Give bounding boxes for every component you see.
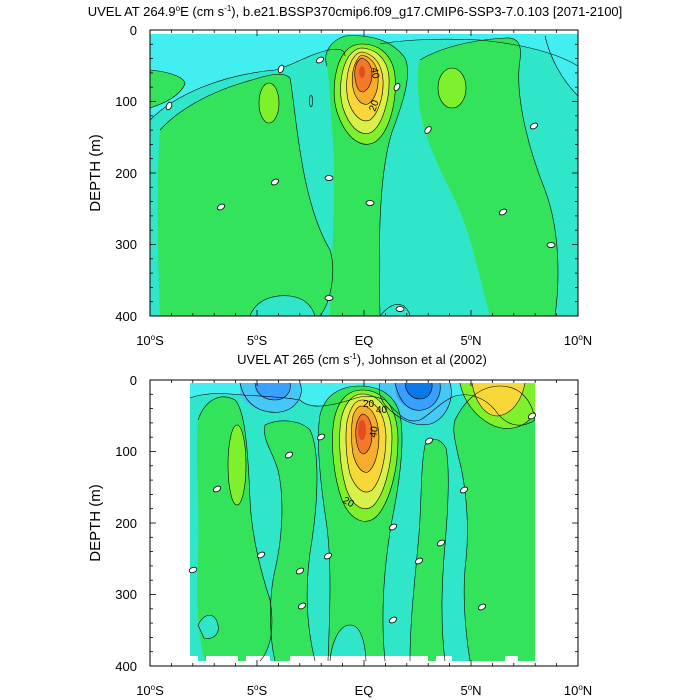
panel-2-green-far-east — [453, 386, 535, 661]
panel-2-green-east — [410, 439, 449, 661]
panel-1: UVEL AT 264.9oE (cm s-1), b.e21.BSSP370c… — [87, 4, 622, 348]
panel-1-lightgreen-blob-east — [438, 68, 466, 108]
panel-1-title: UVEL AT 264.9oE (cm s-1), b.e21.BSSP370c… — [88, 4, 623, 19]
panel-2-contour-label-group: 20 40 40 20 — [341, 399, 388, 510]
panel-1-x-tick-labels: 10oS 5oS EQ 5oN 10oN — [136, 333, 592, 348]
panel-2-y-tick-100: 100 — [115, 444, 137, 459]
panel-2-zero-markers — [188, 412, 537, 624]
panel-2: UVEL AT 265 (cm s-1), Johnson et al (200… — [87, 352, 592, 698]
panel-2-contour-label-20-low: 20 — [341, 495, 357, 510]
panel-2-y-tick-200: 200 — [115, 516, 137, 531]
panel-2-green-center-west — [264, 420, 317, 661]
panel-1-x-tick-5s: 5oS — [247, 333, 268, 348]
panel-1-y-tick-200: 200 — [115, 166, 137, 181]
panel-1-contour-label-40: 40 — [368, 67, 381, 80]
panel-1-x-tick-10s: 10oS — [136, 333, 164, 348]
panel-2-deep-cyan-core — [330, 625, 366, 661]
panel-2-title: UVEL AT 265 (cm s-1), Johnson et al (200… — [237, 352, 487, 367]
panel-1-x-tick-10n: 10oN — [564, 333, 592, 348]
panel-1-y-tick-0: 0 — [130, 23, 137, 38]
panel-2-contour-label-20-top: 20 — [363, 399, 375, 410]
panel-2-core-60 — [358, 420, 366, 440]
panel-1-green-west — [150, 70, 185, 108]
panel-2-y-tick-0: 0 — [130, 373, 137, 388]
panel-2-axis-ticks — [149, 379, 579, 667]
panel-2-yellow-far-east — [472, 383, 525, 416]
panel-1-y-tick-400: 400 — [115, 309, 137, 324]
panel-1-x-tick-5n: 5oN — [460, 333, 481, 348]
panel-1-green-mid-west — [157, 74, 333, 316]
panel-2-x-tick-eq: EQ — [355, 683, 374, 698]
panel-1-y-tick-labels: 0 100 200 300 400 — [115, 23, 137, 324]
panel-1-y-tick-100: 100 — [115, 94, 137, 109]
panel-2-ylabel: DEPTH (m) — [87, 484, 104, 562]
panel-2-x-tick-10n: 10oN — [564, 683, 592, 698]
panel-1-east-edge — [545, 36, 578, 96]
panel-2-bottom-mask — [190, 656, 535, 666]
panel-2-lightgreen-west — [228, 425, 246, 505]
panel-1-ylabel: DEPTH (m) — [87, 134, 104, 212]
panel-2-x-tick-10s: 10oS — [136, 683, 164, 698]
panel-2-fill — [150, 380, 578, 666]
panel-1-contour-lines — [149, 35, 579, 317]
panel-1-y-tick-300: 300 — [115, 237, 137, 252]
panel-2-y-tick-400: 400 — [115, 659, 137, 674]
panel-2-blue-west-core — [255, 383, 291, 400]
panel-1-contour-label-20: 20 — [367, 98, 381, 113]
panel-1-deep-cyan-blob — [250, 295, 315, 316]
panel-2-x-tick-5s: 5oS — [247, 683, 268, 698]
panel-2-green-west — [197, 396, 272, 661]
panel-2-contour-label-40-mid: 40 — [368, 425, 381, 438]
panel-1-contour-label-group: 40 20 — [367, 67, 381, 113]
panel-2-x-tick-5n: 5oN — [460, 683, 481, 698]
panel-2-blue-east-core — [405, 383, 433, 399]
panel-2-y-tick-300: 300 — [115, 587, 137, 602]
panel-1-core-70 — [359, 66, 365, 78]
panel-2-y-tick-labels: 0 100 200 300 400 — [115, 373, 137, 674]
panel-2-deep-cyan-west — [198, 615, 219, 639]
panel-1-lightgreen-blob-west — [259, 83, 279, 123]
panel-1-x-tick-eq: EQ — [355, 333, 374, 348]
panel-1-zero-markers — [165, 56, 556, 312]
panel-1-axis-ticks — [149, 29, 579, 317]
panel-2-x-tick-labels: 10oS 5oS EQ 5oN 10oN — [136, 683, 592, 698]
panel-1-fill — [150, 30, 578, 316]
panel-2-contour-label-40-top: 40 — [376, 405, 388, 416]
